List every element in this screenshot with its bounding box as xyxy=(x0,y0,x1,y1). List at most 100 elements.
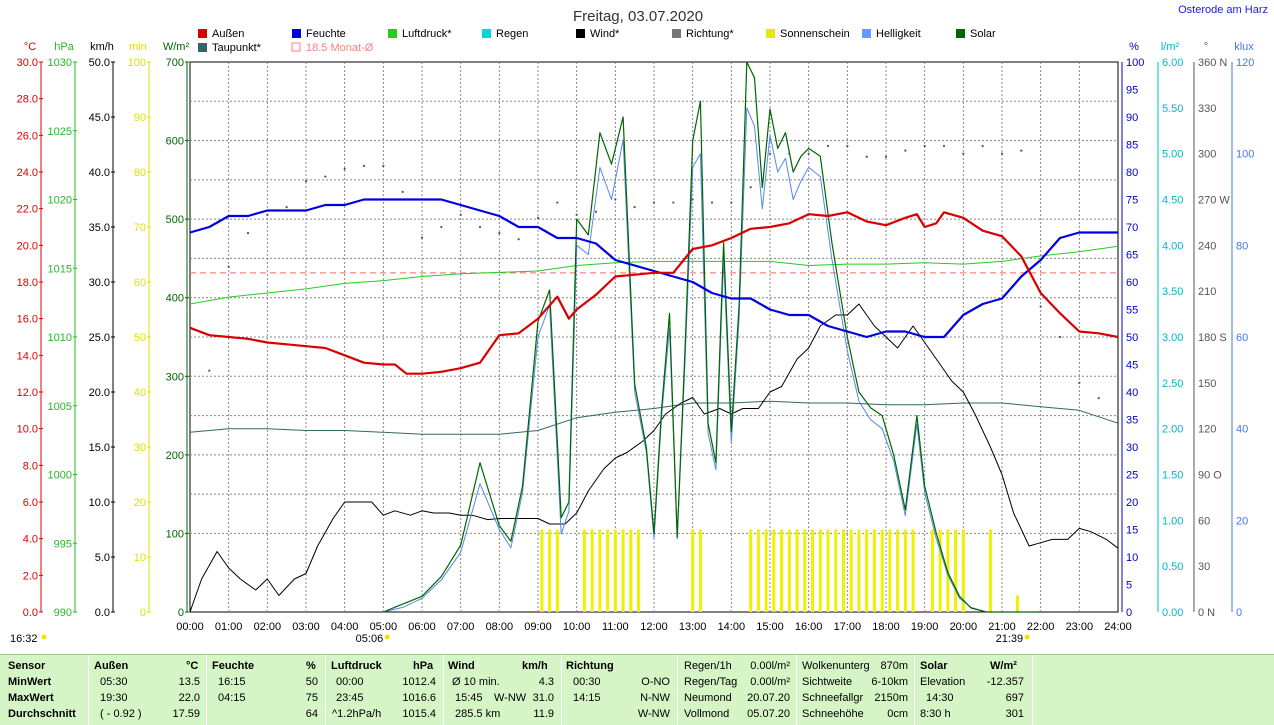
series-line-außen xyxy=(189,211,1119,375)
axis-tick-rain_lm2: 3.50 xyxy=(1162,286,1183,298)
axis-unit-lux_klux: klux xyxy=(1234,41,1254,53)
axis-tick-direction_deg: 90 O xyxy=(1198,470,1222,482)
axis-tick-temp_c: 24.0 xyxy=(17,167,38,179)
direction-point xyxy=(208,369,211,372)
richtung-avg-value: W-NW xyxy=(637,708,670,720)
axis-tick-sun_min: 90 xyxy=(134,112,146,124)
axis-tick-wind_kmh: 20.0 xyxy=(89,387,110,399)
axis-tick-lux_klux: 100 xyxy=(1236,149,1254,161)
cloud-label-3: Schneefallgr xyxy=(802,692,864,704)
direction-point xyxy=(594,210,598,213)
sunshine-bar xyxy=(787,529,791,612)
avg-druck-value: 1015.4 xyxy=(402,708,436,720)
direction-point xyxy=(536,216,540,219)
axis-tick-wind_kmh: 30.0 xyxy=(89,277,110,289)
axis-tick-humidity_pct: 40 xyxy=(1126,387,1138,399)
weather-chart: Freitag, 03.07.2020 00:00 01:00 02:00 03:00… xyxy=(10,8,1254,645)
direction-point xyxy=(1020,149,1023,152)
axis-tick-temp_c: 12.0 xyxy=(17,387,38,399)
x-tick-label: 13:00 xyxy=(679,621,707,633)
axis-tick-direction_deg: 0 N xyxy=(1198,607,1215,619)
axis-tick-humidity_pct: 35 xyxy=(1126,415,1138,427)
legend-item: Regen xyxy=(482,28,528,40)
direction-point xyxy=(1000,152,1004,155)
x-tick-label: 10:00 xyxy=(563,621,591,633)
axis-tick-rain_lm2: 1.50 xyxy=(1162,470,1183,482)
axis-tick-direction_deg: 270 W xyxy=(1198,195,1230,207)
series-line-feuchte xyxy=(189,198,1118,339)
sunset-marker xyxy=(1024,634,1030,640)
max-aussen-time: 19:30 xyxy=(100,692,128,704)
axis-tick-humidity_pct: 25 xyxy=(1126,470,1138,482)
min-druck-value: 1012.4 xyxy=(402,676,436,688)
legend-swatch xyxy=(291,42,301,52)
direction-point xyxy=(1078,381,1081,384)
x-tick-label: 12:00 xyxy=(640,621,668,633)
axis-unit-direction_deg: ° xyxy=(1204,41,1208,53)
cloud-label-2: Sichtweite xyxy=(802,676,853,688)
legend-item: Helligkeit xyxy=(862,28,921,40)
direction-point xyxy=(401,190,404,193)
axis-unit-solar_wm2: W/m² xyxy=(163,41,190,53)
sunshine-bar xyxy=(865,529,869,612)
max-aussen-value: 22.0 xyxy=(178,692,200,704)
max-druck-time: 23:45 xyxy=(336,692,364,704)
x-tick-label: 02:00 xyxy=(254,621,282,633)
axis-tick-humidity_pct: 55 xyxy=(1126,305,1138,317)
sunshine-bar xyxy=(749,529,753,612)
axis-tick-rain_lm2: 5.00 xyxy=(1162,149,1183,161)
max-feuchte-time: 04:15 xyxy=(218,692,246,704)
legend-label: Außen xyxy=(212,28,244,40)
axis-tick-direction_deg: 360 N xyxy=(1198,57,1227,69)
min-feuchte-value: 50 xyxy=(305,676,318,688)
sunshine-bar xyxy=(938,529,942,612)
axis-tick-temp_c: 18.0 xyxy=(17,277,38,289)
series-line-taupunkt xyxy=(189,400,1119,435)
sunshine-bar xyxy=(598,529,602,612)
direction-point xyxy=(459,213,462,216)
legend-label: Luftdruck* xyxy=(402,28,452,40)
axis-tick-rain_lm2: 4.50 xyxy=(1162,195,1183,207)
legend-label: Taupunkt* xyxy=(212,42,262,54)
rain-value-2: 0.00l/m² xyxy=(750,676,790,688)
x-tick-label: 00:00 xyxy=(176,621,204,633)
axis-tick-sun_min: 10 xyxy=(134,552,146,564)
cloud-label-1: Wolkenunterg xyxy=(802,660,870,672)
axis-tick-pressure_hpa: 1005 xyxy=(48,401,72,413)
axis-tick-wind_kmh: 25.0 xyxy=(89,332,110,344)
axis-tick-lux_klux: 80 xyxy=(1236,240,1248,252)
legend-swatch xyxy=(198,29,207,38)
axis-tick-sun_min: 80 xyxy=(134,167,146,179)
legend-swatch xyxy=(292,29,301,38)
axis-tick-direction_deg: 240 xyxy=(1198,240,1216,252)
direction-point xyxy=(672,201,675,204)
axis-tick-pressure_hpa: 1025 xyxy=(48,126,72,138)
legend-swatch xyxy=(482,29,491,38)
now-marker xyxy=(41,634,47,640)
axis-tick-humidity_pct: 15 xyxy=(1126,525,1138,537)
axis-tick-wind_kmh: 10.0 xyxy=(89,497,110,509)
now-label: 16:32 xyxy=(10,633,38,645)
wind-mean-value: 11.9 xyxy=(533,708,554,720)
axis-unit-temp_c: °C xyxy=(24,41,36,53)
axis-tick-solar_wm2: 200 xyxy=(166,450,184,462)
axis-tick-humidity_pct: 70 xyxy=(1126,222,1138,234)
richtung-min-value: O-NO xyxy=(641,676,670,688)
row-label-min: MinWert xyxy=(8,676,52,688)
sunshine-bar xyxy=(872,529,876,612)
avg-feuchte-value: 64 xyxy=(305,708,318,720)
axis-tick-rain_lm2: 2.50 xyxy=(1162,378,1183,390)
axis-tick-humidity_pct: 50 xyxy=(1126,332,1138,344)
direction-point xyxy=(904,149,907,152)
sunshine-bar xyxy=(698,529,702,612)
axis-tick-direction_deg: 120 xyxy=(1198,424,1216,436)
legend-item: Feuchte xyxy=(292,28,346,40)
x-tick-label: 01:00 xyxy=(215,621,243,633)
x-tick-label: 11:00 xyxy=(602,621,629,633)
wind-max-direction: W-NW xyxy=(494,692,527,704)
legend-swatch xyxy=(672,29,681,38)
sunshine-bar xyxy=(911,529,915,612)
axis-tick-direction_deg: 150 xyxy=(1198,378,1216,390)
x-tick-label: 07:00 xyxy=(447,621,475,633)
x-tick-label: 15:00 xyxy=(756,621,784,633)
